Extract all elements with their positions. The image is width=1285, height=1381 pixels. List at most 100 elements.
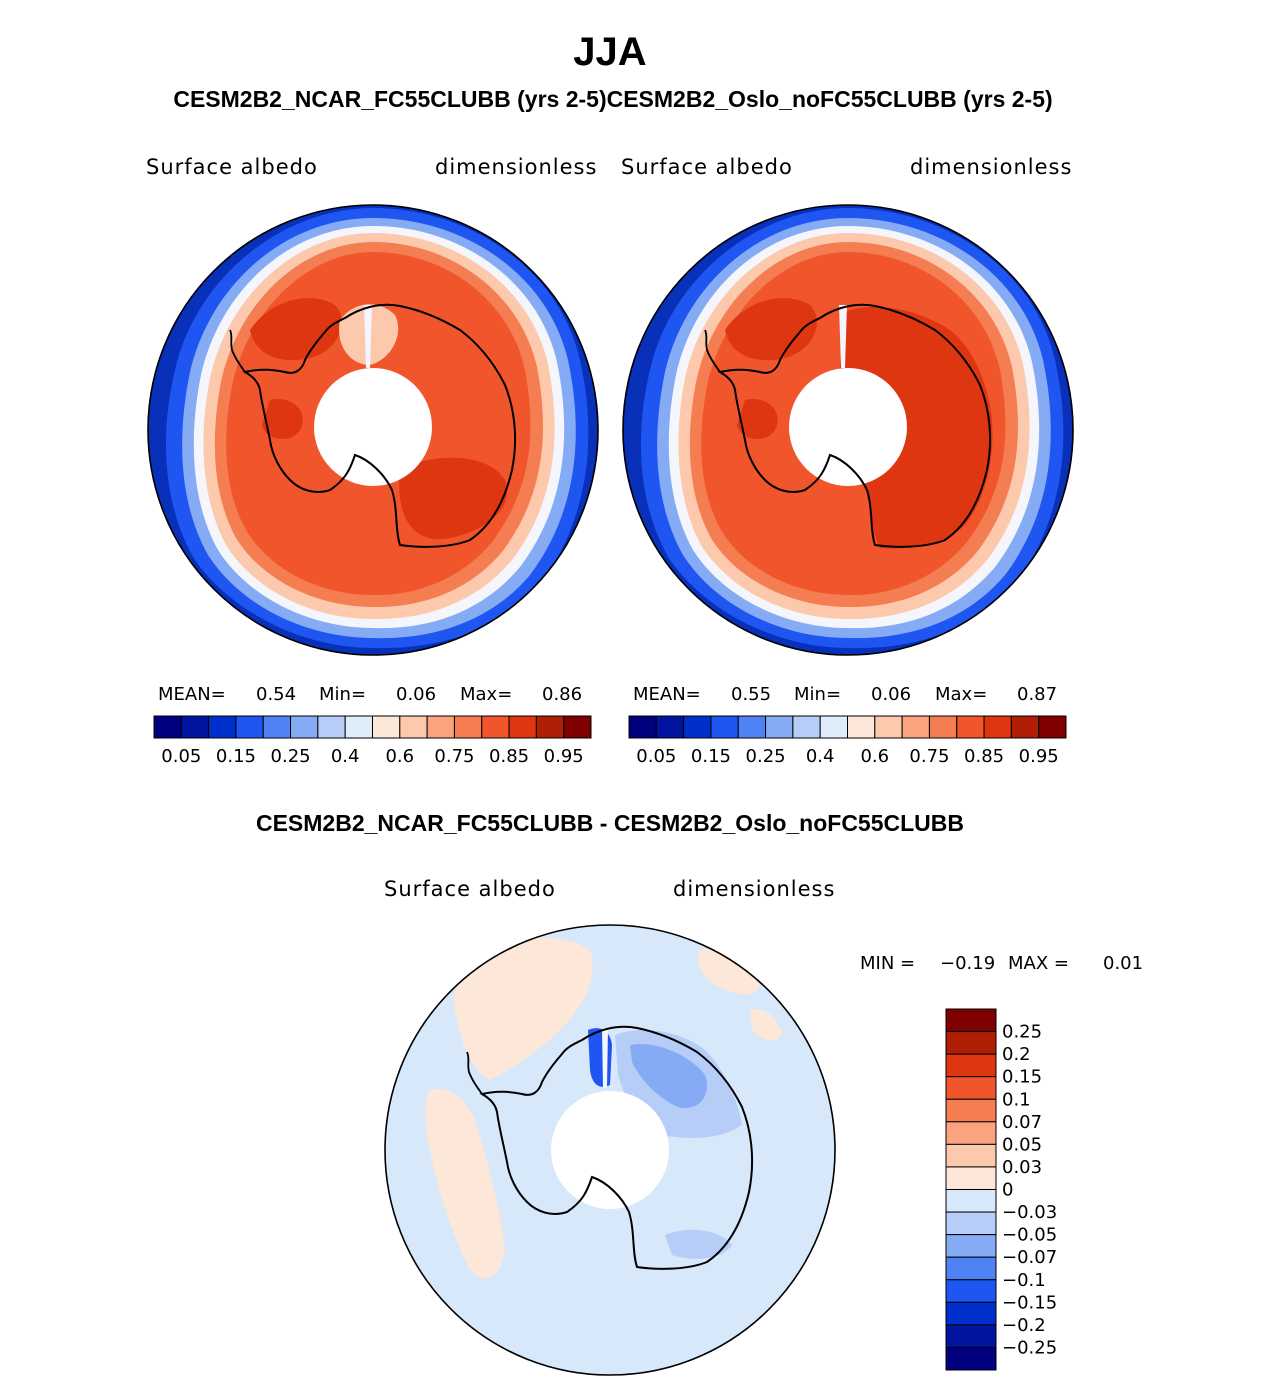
panel1-min-label: Min= (319, 684, 367, 705)
colorbar-tick-label: 0.15 (216, 746, 256, 767)
diff-positive-patch (454, 937, 593, 1080)
colorbar-tick-label: 0.85 (489, 746, 529, 767)
panel2-max-value: 0.87 (1017, 684, 1058, 705)
colorbar-panel1: 0.05 0.15 0.25 0.4 0.6 0.75 0.85 0.95 (153, 715, 592, 767)
colorbar-swatch (372, 715, 401, 739)
diff-polar-hole (551, 1091, 669, 1209)
diff-min-label: MIN = (860, 953, 916, 974)
colorbar-tick-label: 0.95 (1019, 746, 1059, 767)
colorbar-swatch (901, 715, 930, 739)
colorbar-swatch (262, 715, 292, 739)
map2-antarctica-coastline (717, 303, 992, 548)
subtitle: CESM2B2_NCAR_FC55CLUBB (yrs 2-5)CESM2B2_… (173, 86, 1053, 112)
colorbar-swatch (235, 715, 264, 739)
diff-map (384, 924, 836, 1376)
panel1-mean-label: MEAN= (158, 684, 226, 705)
panel2-mean-label: MEAN= (633, 684, 701, 705)
colorbar-tick-label: 0.4 (331, 746, 360, 767)
colorbar-swatch (508, 715, 537, 739)
diff-positive-patch (698, 949, 760, 995)
panel2-max-label: Max= (935, 684, 988, 705)
colorbar-swatch (683, 715, 712, 739)
panel2-variable-label: Surface albedo (621, 155, 793, 179)
colorbar-swatch (792, 715, 821, 739)
colorbar-swatch (481, 715, 510, 739)
diff-units-label: dimensionless (673, 877, 836, 901)
colorbar-tick-label: −0.25 (1002, 1337, 1057, 1358)
map2-ice-dark-patch (725, 298, 817, 361)
colorbar-swatch (426, 715, 455, 739)
colorbar-swatch (945, 1234, 997, 1258)
colorbar-swatch (956, 715, 985, 739)
colorbar-swatch (945, 1256, 997, 1281)
panel2-min-label: Min= (794, 684, 842, 705)
colorbar-swatch (317, 715, 346, 739)
colorbar-swatch (945, 1031, 997, 1055)
colorbar-swatch (1038, 715, 1067, 739)
colorbar-tick-label: 0.75 (909, 746, 949, 767)
colorbar-swatch (945, 1211, 997, 1236)
colorbar-swatch (945, 1346, 997, 1371)
colorbar-tick-label: −0.05 (1002, 1225, 1057, 1246)
colorbar-swatch (710, 715, 739, 739)
colorbar-tick-label: 0.05 (636, 746, 676, 767)
colorbar-tick-label: 0.75 (434, 746, 474, 767)
panel2-min-value: 0.06 (871, 684, 912, 705)
colorbar-swatch (290, 715, 319, 739)
colorbar-swatch (1010, 715, 1040, 739)
colorbar-tick-label: 0 (1002, 1180, 1013, 1201)
colorbar-tick-label: 0.05 (161, 746, 201, 767)
colorbar-tick-label: 0.25 (746, 746, 786, 767)
panel1-max-label: Max= (460, 684, 513, 705)
map1-antarctica-coastline (242, 303, 517, 548)
panel2-units-label: dimensionless (910, 155, 1073, 179)
colorbar-tick-label: 0.15 (1002, 1067, 1042, 1088)
colorbar-swatch (153, 715, 182, 739)
colorbar-tick-label: 0.05 (1002, 1134, 1042, 1155)
colorbar-tick-label: 0.85 (964, 746, 1004, 767)
colorbar-swatch (208, 715, 237, 739)
colorbar-tick-label: 0.15 (691, 746, 731, 767)
diff-max-value: 0.01 (1103, 953, 1144, 974)
colorbar-tick-label: −0.1 (1002, 1270, 1046, 1291)
map2-polar-hole (789, 368, 907, 486)
colorbar-swatch (945, 1301, 997, 1326)
colorbar-tick-label: −0.07 (1002, 1247, 1057, 1268)
colorbar-swatch (563, 715, 592, 739)
colorbar-tick-label: −0.15 (1002, 1292, 1057, 1313)
panel2-mean-value: 0.55 (731, 684, 772, 705)
colorbar-swatch (928, 715, 958, 739)
colorbar-tick-label: 0.95 (544, 746, 584, 767)
main-title: JJA (573, 30, 647, 74)
colorbar-swatch (655, 715, 685, 739)
map2-white-streak (839, 305, 847, 368)
diff-antarctica-coastline (479, 1025, 754, 1270)
colorbar-tick-label: 0.07 (1002, 1112, 1042, 1133)
colorbar-swatch (945, 1121, 997, 1145)
colorbar-swatch (945, 1143, 997, 1168)
colorbar-diff: 0.250.20.150.10.070.050.030−0.03−0.05−0.… (945, 1008, 1057, 1371)
diff-negative-patch (630, 1044, 708, 1109)
colorbar-swatch (453, 715, 483, 739)
diff-white-streak (602, 1028, 608, 1088)
colorbar-tick-label: 0.2 (1002, 1044, 1031, 1065)
map1-ice-dark-patch (399, 457, 508, 540)
colorbar-swatch (945, 1279, 997, 1303)
colorbar-swatch (945, 1076, 997, 1100)
colorbar-swatch (765, 715, 794, 739)
colorbar-swatch (874, 715, 903, 739)
panel1-units-label: dimensionless (435, 155, 598, 179)
colorbar-swatch (983, 715, 1012, 739)
colorbar-tick-label: 0.4 (806, 746, 835, 767)
colorbar-tick-label: −0.03 (1002, 1202, 1057, 1223)
map1-white-streak (364, 305, 372, 368)
diff-positive-patch (425, 1089, 505, 1279)
diff-max-label: MAX = (1008, 953, 1069, 974)
colorbar-swatch (945, 1166, 997, 1190)
colorbar-swatch (945, 1053, 997, 1078)
colorbar-swatch (180, 715, 210, 739)
colorbar-tick-label: 0.25 (1002, 1022, 1042, 1043)
colorbar-tick-label: 0.03 (1002, 1157, 1042, 1178)
colorbar-swatch (945, 1324, 997, 1348)
colorbar-swatch (535, 715, 565, 739)
